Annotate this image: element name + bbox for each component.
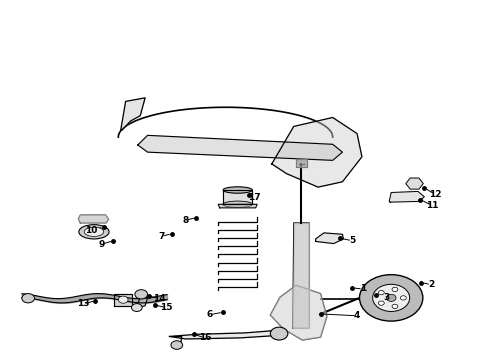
Polygon shape <box>137 295 147 307</box>
Circle shape <box>131 303 142 311</box>
Text: 16: 16 <box>199 333 211 342</box>
Circle shape <box>135 290 147 299</box>
Circle shape <box>378 301 384 305</box>
Circle shape <box>360 275 423 321</box>
Circle shape <box>373 284 410 311</box>
Text: 4: 4 <box>354 311 360 320</box>
Circle shape <box>22 294 34 303</box>
Polygon shape <box>270 285 327 340</box>
Circle shape <box>392 304 398 309</box>
Ellipse shape <box>79 225 109 239</box>
Polygon shape <box>170 330 282 339</box>
Polygon shape <box>223 190 252 204</box>
Circle shape <box>392 287 398 292</box>
Polygon shape <box>78 215 109 223</box>
Circle shape <box>270 327 288 340</box>
Text: 17: 17 <box>248 193 261 202</box>
Ellipse shape <box>84 227 104 237</box>
Text: 3: 3 <box>383 293 390 302</box>
Polygon shape <box>406 178 423 189</box>
Polygon shape <box>389 192 424 202</box>
Text: 7: 7 <box>158 232 164 241</box>
Polygon shape <box>316 233 343 244</box>
Text: 9: 9 <box>98 240 104 249</box>
Polygon shape <box>272 117 362 187</box>
Circle shape <box>118 296 128 303</box>
Polygon shape <box>121 98 145 130</box>
Polygon shape <box>115 294 132 306</box>
Text: 2: 2 <box>428 280 434 289</box>
Text: 1: 1 <box>360 284 366 293</box>
Text: 11: 11 <box>426 201 439 210</box>
Text: 5: 5 <box>349 236 355 245</box>
Polygon shape <box>295 158 307 167</box>
Polygon shape <box>138 135 343 160</box>
Polygon shape <box>293 223 309 328</box>
Text: 8: 8 <box>182 216 189 225</box>
Circle shape <box>171 341 183 349</box>
Circle shape <box>386 294 396 301</box>
Polygon shape <box>218 204 257 208</box>
Ellipse shape <box>223 201 252 207</box>
Text: 13: 13 <box>77 300 90 309</box>
Text: 15: 15 <box>160 303 172 312</box>
Ellipse shape <box>223 187 252 193</box>
Circle shape <box>378 291 384 295</box>
Text: 14: 14 <box>153 294 166 303</box>
Text: 12: 12 <box>429 190 441 199</box>
Text: 10: 10 <box>85 225 98 234</box>
Circle shape <box>400 296 406 300</box>
Text: 6: 6 <box>207 310 213 319</box>
